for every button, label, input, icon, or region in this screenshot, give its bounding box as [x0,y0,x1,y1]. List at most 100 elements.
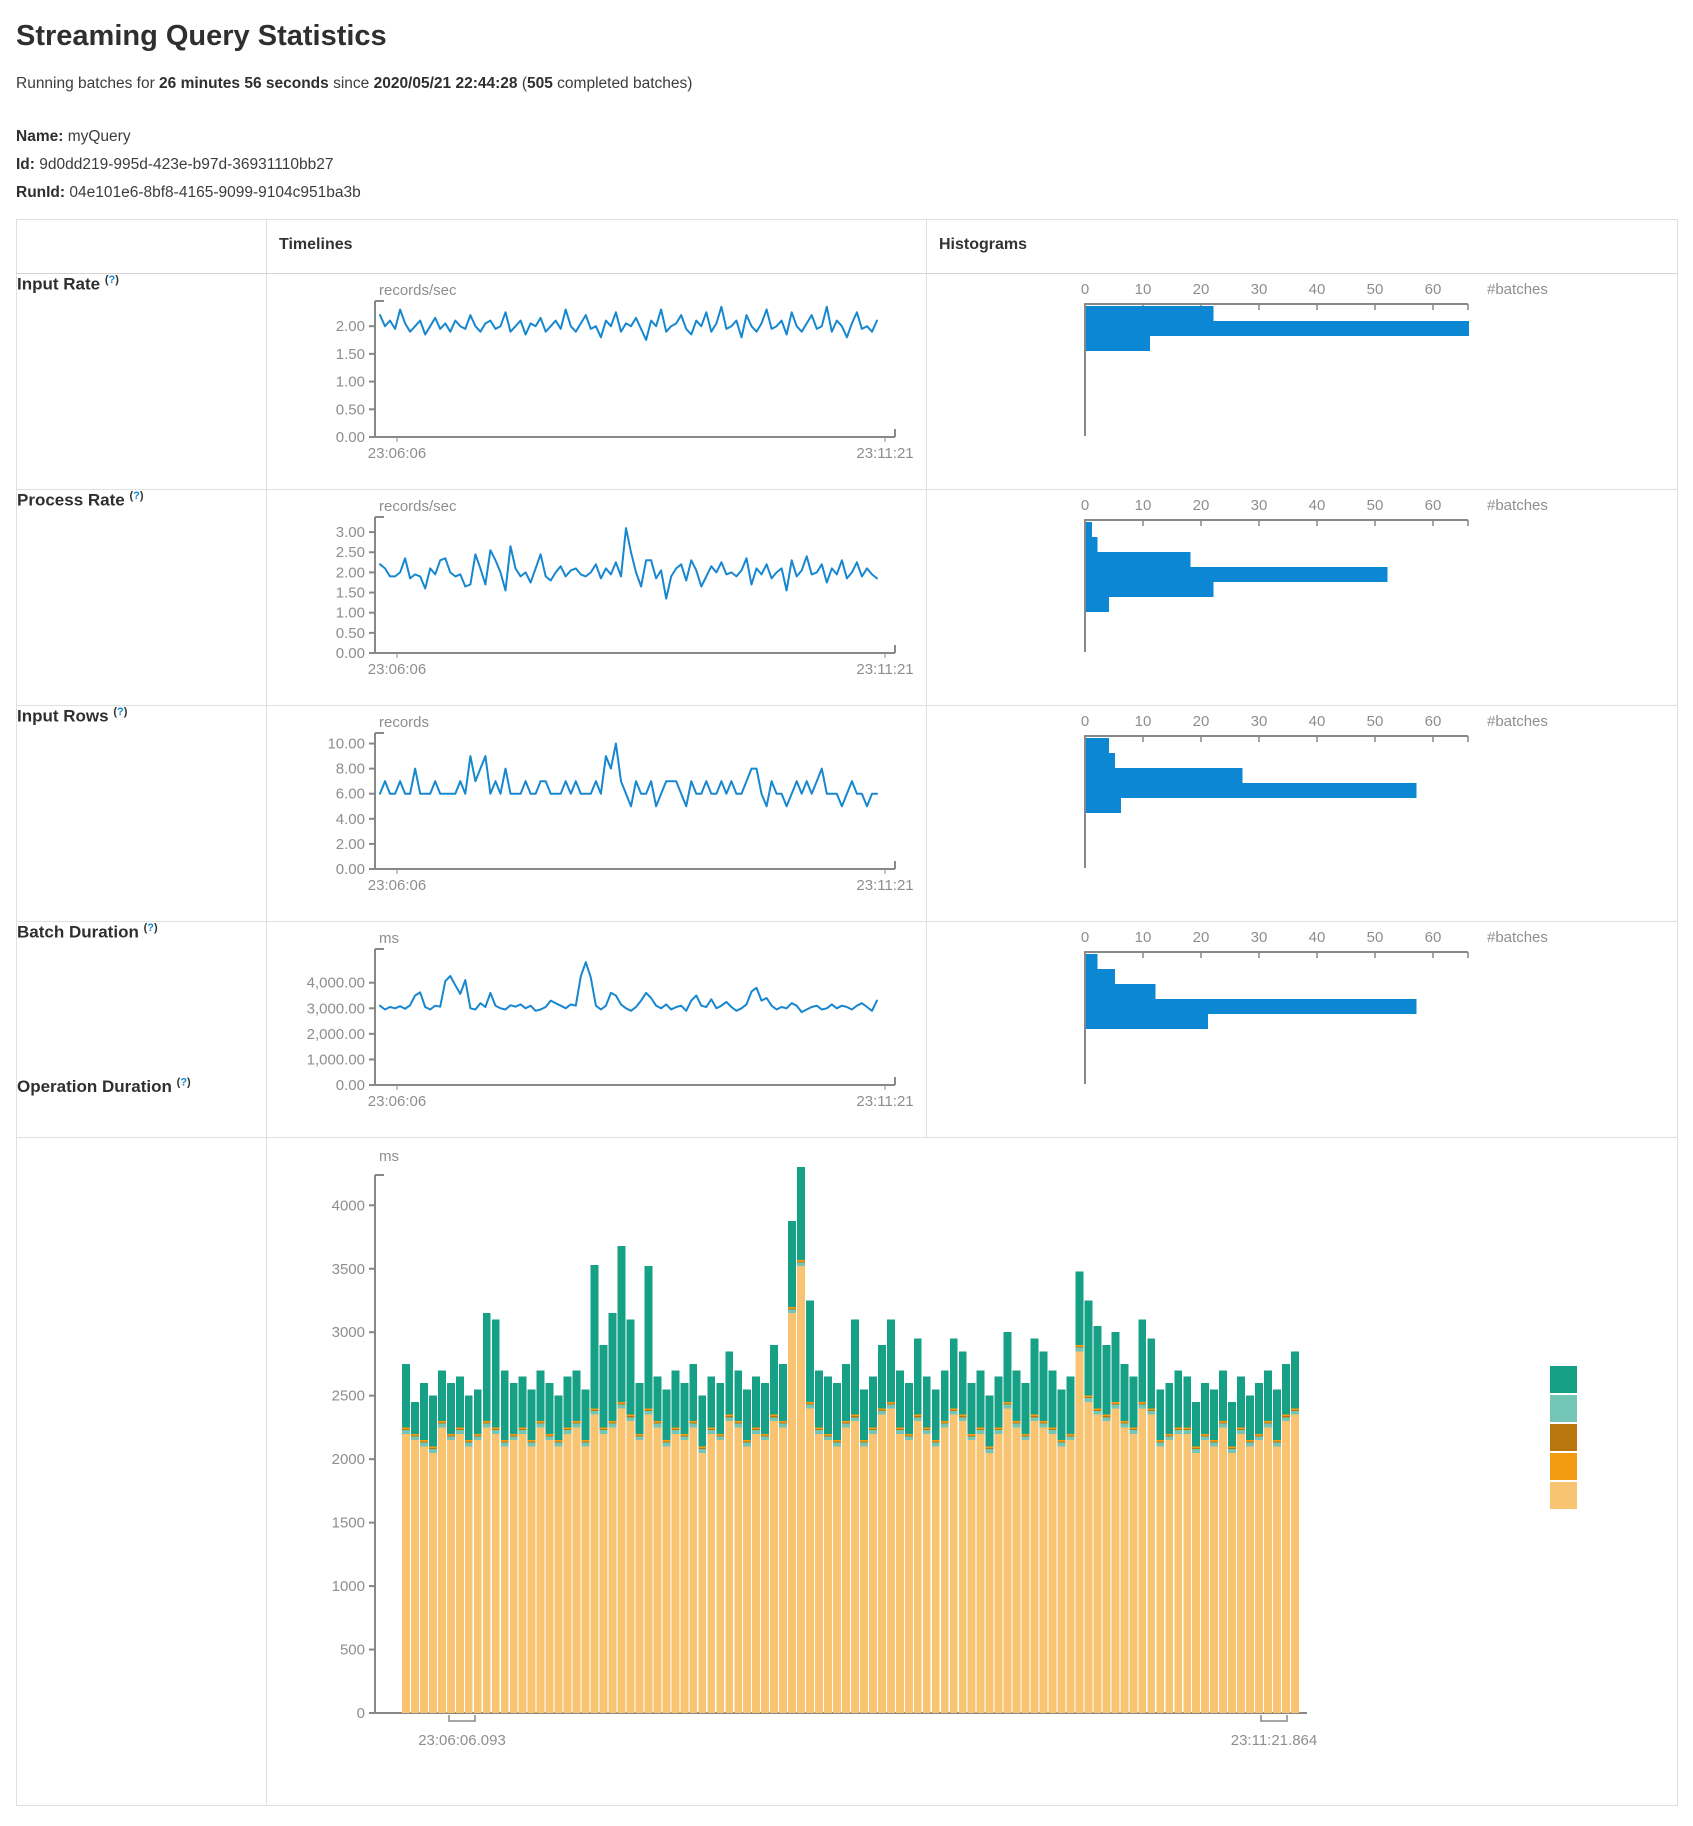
svg-text:#batches: #batches [1487,929,1548,946]
svg-text:4,000.00: 4,000.00 [307,975,365,992]
query-id-label: Id: [16,156,35,173]
svg-text:10.00: 10.00 [327,736,365,753]
running-suffix: completed batches) [552,75,693,92]
running-start-time: 2020/05/21 22:44:28 [373,75,518,92]
svg-text:#batches: #batches [1487,713,1548,730]
svg-text:20: 20 [1193,497,1210,514]
svg-text:50: 50 [1367,281,1384,298]
svg-text:ms: ms [379,1148,399,1165]
batch-duration-timeline-chart: ms 0.00 1,000.00 2,000.00 3,000.00 4,000.00 23… [307,930,914,1110]
query-runid-value: 04e101e6-8bf8-4165-9099-9104c951ba3b [65,184,361,201]
query-runid-label: RunId: [16,184,66,201]
svg-text:1.00: 1.00 [336,605,365,622]
input-rows-help-icon[interactable]: (?) [113,706,128,718]
input-rate-help-icon[interactable]: (?) [104,274,119,286]
svg-text:0.00: 0.00 [336,861,365,878]
svg-text:0.50: 0.50 [336,401,365,418]
input-rows-timeline-cell: records 0.00 2.00 4.00 6.00 8.00 10.00 23:06:06… [266,705,927,922]
svg-text:10: 10 [1135,713,1152,730]
svg-text:60: 60 [1425,497,1442,514]
svg-text:2.50: 2.50 [336,544,365,561]
input-rows-histogram-cell: 0 10 20 30 40 50 60 #batches [926,705,1678,922]
svg-text:2.00: 2.00 [336,318,365,335]
svg-text:30: 30 [1251,281,1268,298]
svg-text:60: 60 [1425,281,1442,298]
svg-text:records: records [379,714,429,731]
operation-duration-row: Operation Duration (?) ms 0 500 1000 1500 200… [16,1076,1678,1806]
operation-duration-chart-cell: ms 0 500 1000 1500 2000 2500 3000 3500 4000 23:06:… [266,1137,1678,1806]
svg-text:50: 50 [1367,929,1384,946]
svg-text:ms: ms [379,930,399,947]
svg-text:23:11:21: 23:11:21 [856,1093,913,1110]
svg-text:records/sec: records/sec [379,282,457,299]
svg-text:2500: 2500 [332,1388,365,1405]
process-rate-help-icon[interactable]: (?) [129,490,144,502]
svg-text:0: 0 [357,1705,365,1722]
svg-text:0.00: 0.00 [336,429,365,446]
batch-duration-histogram-chart: 0 10 20 30 40 50 60 #batches [1081,929,1548,1084]
svg-text:30: 30 [1251,497,1268,514]
svg-text:1500: 1500 [332,1515,365,1532]
batch-duration-help-icon[interactable]: (?) [143,922,158,934]
svg-text:50: 50 [1367,713,1384,730]
input-rows-histogram-chart: 0 10 20 30 40 50 60 #batches [1081,713,1548,868]
input-rows-label: Input Rows (?) [16,705,267,922]
input-rate-row: Input Rate (?) records/sec 0.00 0.50 1.00 1.… [16,273,1678,490]
svg-text:23:06:06: 23:06:06 [368,1093,426,1110]
svg-text:40: 40 [1309,281,1326,298]
running-batches-line: Running batches for 26 minutes 56 second… [16,75,1677,93]
input-rate-timeline-cell: records/sec 0.00 0.50 1.00 1.50 2.00 23:06:06 2… [266,273,927,490]
svg-text:4000: 4000 [332,1197,365,1214]
svg-text:23:06:06.093: 23:06:06.093 [418,1732,506,1749]
svg-text:1000: 1000 [332,1578,365,1595]
svg-text:23:06:06: 23:06:06 [368,445,426,462]
query-name-line: Name: myQuery [16,123,1677,151]
svg-text:10: 10 [1135,929,1152,946]
operation-duration-help-icon[interactable]: (?) [176,1076,191,1088]
svg-text:20: 20 [1193,281,1210,298]
svg-text:records/sec: records/sec [379,498,457,515]
table-header-row: Timelines Histograms [16,219,1678,274]
process-rate-row: Process Rate (?) records/sec 0.00 0.50 1.00… [16,489,1678,706]
operation-duration-label: Operation Duration (?) [16,1076,267,1806]
query-name-value: myQuery [63,128,131,145]
svg-text:3.00: 3.00 [336,524,365,541]
svg-text:23:11:21.864: 23:11:21.864 [1231,1732,1317,1749]
svg-text:2.00: 2.00 [336,836,365,853]
query-id-line: Id: 9d0dd219-995d-423e-b97d-36931110bb27 [16,151,1677,179]
svg-text:23:06:06: 23:06:06 [368,661,426,678]
svg-text:0.50: 0.50 [336,625,365,642]
svg-text:30: 30 [1251,929,1268,946]
svg-text:60: 60 [1425,713,1442,730]
svg-text:1,000.00: 1,000.00 [307,1051,365,1068]
svg-text:6.00: 6.00 [336,786,365,803]
input-rows-timeline-chart: records 0.00 2.00 4.00 6.00 8.00 10.00 23:06:06… [327,714,913,894]
header-empty-cell [16,219,267,274]
completed-batches-count: 505 [526,75,553,92]
svg-text:10: 10 [1135,497,1152,514]
svg-text:3000: 3000 [332,1324,365,1341]
svg-text:30: 30 [1251,713,1268,730]
svg-text:0.00: 0.00 [336,1077,365,1094]
query-meta: Name: myQuery Id: 9d0dd219-995d-423e-b97… [16,123,1677,207]
svg-text:4.00: 4.00 [336,811,365,828]
process-rate-histogram-cell: 0 10 20 30 40 50 60 #batches [926,489,1678,706]
svg-text:0.00: 0.00 [336,645,365,662]
input-rate-histogram-chart: 0 10 20 30 40 50 60 #batches [1081,281,1548,436]
input-rate-label: Input Rate (?) [16,273,267,490]
svg-text:2000: 2000 [332,1451,365,1468]
input-rate-histogram-cell: 0 10 20 30 40 50 60 #batches [926,273,1678,490]
process-rate-timeline-chart: records/sec 0.00 0.50 1.00 1.50 2.00 2.50 3.00 2… [336,498,914,678]
svg-text:500: 500 [340,1642,365,1659]
svg-text:#batches: #batches [1487,281,1548,298]
query-id-value: 9d0dd219-995d-423e-b97d-36931110bb27 [34,156,334,173]
running-open-paren: ( [517,75,527,92]
svg-text:2,000.00: 2,000.00 [307,1026,365,1043]
svg-text:1.50: 1.50 [336,346,365,363]
batch-duration-histogram-cell: 0 10 20 30 40 50 60 #batches [926,921,1678,1138]
svg-text:3,000.00: 3,000.00 [307,1000,365,1017]
svg-text:60: 60 [1425,929,1442,946]
process-rate-label: Process Rate (?) [16,489,267,706]
running-duration: 26 minutes 56 seconds [159,75,329,92]
svg-text:#batches: #batches [1487,497,1548,514]
